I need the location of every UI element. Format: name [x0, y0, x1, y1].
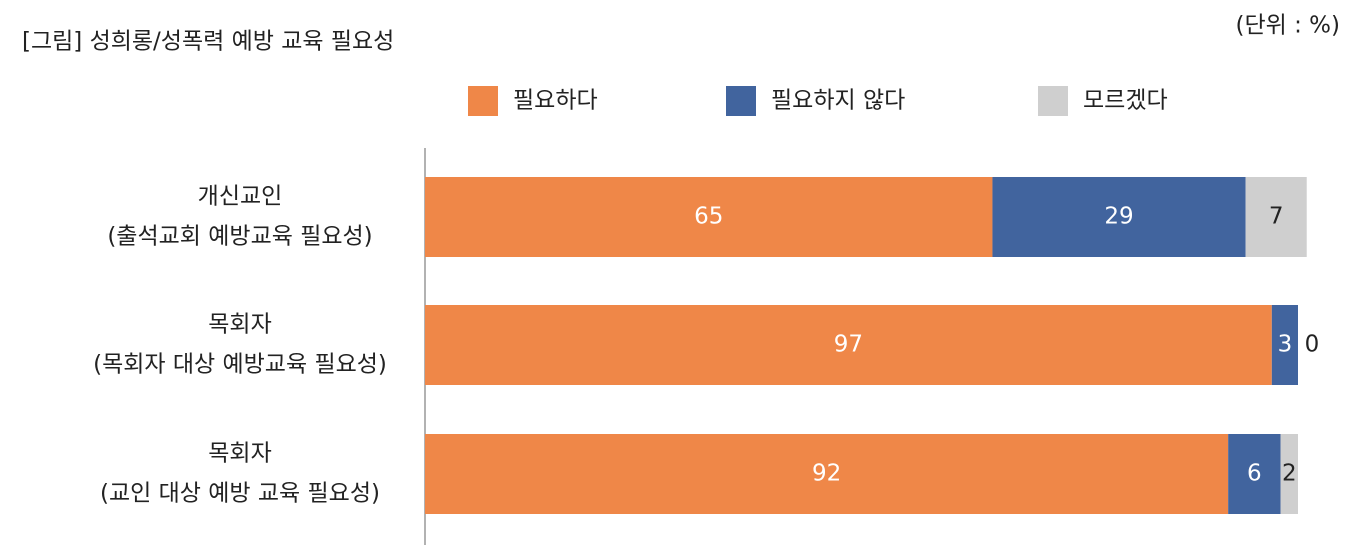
bar-segment [1228, 434, 1281, 514]
chart-title: [그림] 성희롱/성폭력 예방 교육 필요성 [22, 29, 394, 55]
value-label: 6 [1247, 461, 1262, 487]
category-label: (출석교회 예방교육 필요성) [107, 224, 372, 250]
value-label: 2 [1282, 461, 1297, 487]
bar-segment [425, 434, 1229, 514]
value-label: 97 [834, 332, 863, 358]
bar-segment [992, 177, 1246, 257]
value-label: 29 [1104, 204, 1133, 230]
legend-label: 모르겠다 [1083, 88, 1168, 114]
bar-segment [425, 305, 1272, 385]
value-label: 65 [694, 204, 723, 230]
bar-segment [1280, 434, 1298, 514]
unit-note: (단위 : %) [1236, 13, 1341, 39]
legend-swatch [1038, 86, 1068, 116]
category-label: 목회자 [208, 441, 271, 467]
category-label: 목회자 [208, 312, 271, 338]
legend-label: 필요하다 [513, 88, 598, 114]
value-label: 92 [812, 461, 841, 487]
bar-segment [1245, 177, 1307, 257]
value-label: 7 [1269, 204, 1284, 230]
value-label: 0 [1305, 332, 1320, 358]
value-label: 3 [1278, 332, 1293, 358]
bar-segment [1271, 305, 1298, 385]
category-label: (교인 대상 예방 교육 필요성) [100, 481, 380, 507]
legend-swatch [726, 86, 756, 116]
category-label: (목회자 대상 예방교육 필요성) [93, 352, 387, 378]
category-label: 개신교인 [198, 184, 283, 210]
legend-swatch [468, 86, 498, 116]
legend-label: 필요하지 않다 [771, 88, 905, 114]
bar-segment [425, 177, 993, 257]
